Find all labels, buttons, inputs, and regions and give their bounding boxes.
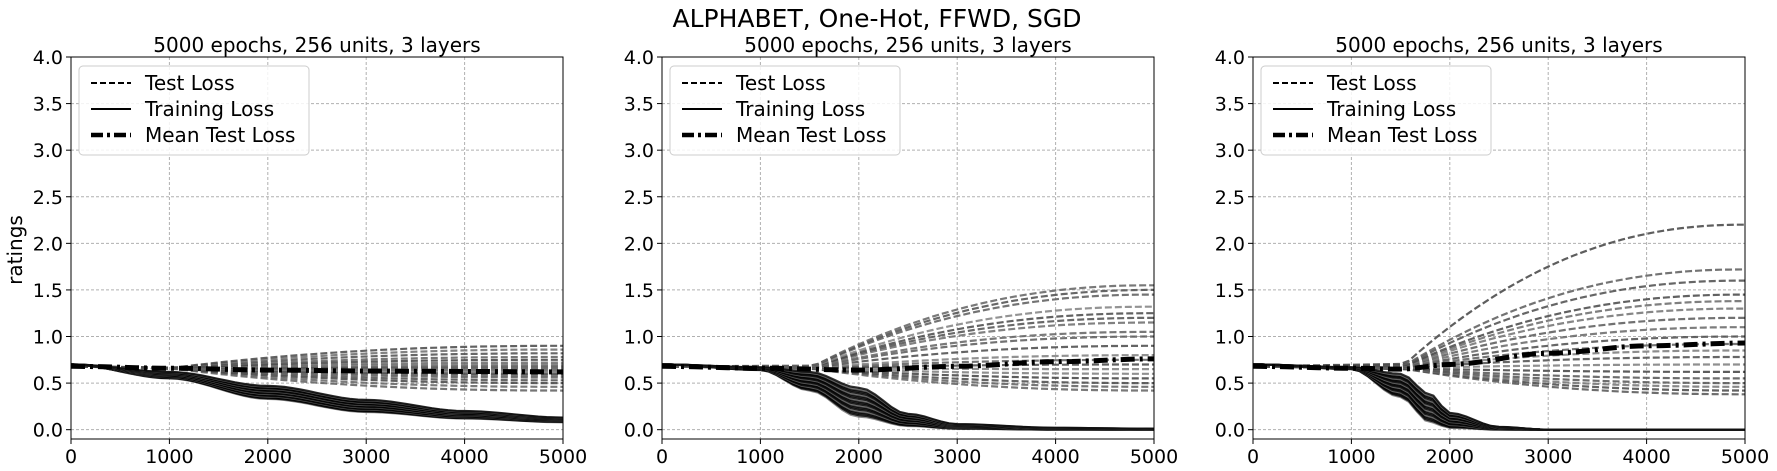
y-tick-label: 4.0 — [624, 47, 654, 69]
y-tick-label: 0.0 — [624, 420, 654, 442]
x-tick-label: 4000 — [440, 446, 488, 468]
test-loss-line — [662, 312, 1154, 368]
plot-area — [662, 284, 1154, 431]
mean-test-loss-line — [1253, 340, 1745, 372]
y-tick-label: 1.0 — [624, 327, 654, 349]
x-tick-label: 5000 — [1721, 446, 1769, 468]
y-tick-label: 2.0 — [1215, 233, 1245, 255]
test-loss-line — [1253, 342, 1745, 369]
legend-label: Test Loss — [735, 71, 826, 95]
panel-2: 5000 epochs, 256 units, 3 layers 0 1000 200… — [624, 33, 1178, 468]
y-tick-label: 4.0 — [33, 47, 63, 69]
legend-label: Mean Test Loss — [736, 123, 886, 147]
y-tick-label: 2.0 — [624, 233, 654, 255]
y-tick-label: 3.0 — [624, 140, 654, 162]
y-tick-label: 2.5 — [33, 187, 63, 209]
y-tick-label: 1.0 — [33, 327, 63, 349]
x-tick-label: 1000 — [736, 446, 784, 468]
y-tick-label: 3.5 — [33, 94, 63, 116]
legend-box — [78, 65, 310, 156]
y-tick-label: 1.0 — [1215, 327, 1245, 349]
y-tick-label: 1.5 — [624, 280, 654, 302]
y-tick-label: 1.5 — [1215, 280, 1245, 302]
panel-1: 5000 epochs, 256 units, 3 layers 0 1000 200… — [33, 33, 587, 468]
x-tick-label: 0 — [65, 446, 77, 468]
y-tick-label: 2.0 — [33, 233, 63, 255]
axes-frame — [70, 56, 564, 440]
y-tick-label: 3.5 — [1215, 94, 1245, 116]
x-tick-label: 2000 — [244, 446, 292, 468]
x-tick-label: 1000 — [1327, 446, 1375, 468]
y-tick-label: 1.5 — [33, 280, 63, 302]
legend-label: Mean Test Loss — [145, 123, 295, 147]
legend-box — [1260, 65, 1492, 156]
y-tick-label: 0.0 — [33, 420, 63, 442]
y-tick-label: 0.0 — [1215, 420, 1245, 442]
x-tick-label: 2000 — [1426, 446, 1474, 468]
test-loss-line — [662, 288, 1154, 368]
y-tick-label: 3.0 — [33, 140, 63, 162]
axes-frame — [1252, 56, 1746, 440]
test-loss-line — [1253, 223, 1745, 368]
legend-label: Test Loss — [1326, 71, 1417, 95]
y-tick-label: 4.0 — [1215, 47, 1245, 69]
legend-label: Training Loss — [144, 97, 274, 121]
panel-title: 5000 epochs, 256 units, 3 layers — [1335, 33, 1662, 57]
mean-test-loss-line — [71, 363, 563, 375]
legend-label: Test Loss — [144, 71, 235, 95]
test-loss-line — [1253, 279, 1745, 368]
y-tick-label: 0.5 — [1215, 373, 1245, 395]
y-tick-label: 0.5 — [624, 373, 654, 395]
y-tick-label: 2.5 — [1215, 187, 1245, 209]
x-tick-label: 0 — [1247, 446, 1259, 468]
y-axis-label: ratings — [3, 215, 27, 285]
ticks: 0 1000 2000 3000 4000 5000 0.0 0.5 1.0 1.5 2.0 2.5 3… — [624, 47, 1178, 468]
x-tick-label: 2000 — [835, 446, 883, 468]
x-tick-label: 0 — [656, 446, 668, 468]
y-tick-label: 3.0 — [1215, 140, 1245, 162]
y-tick-label: 3.5 — [624, 94, 654, 116]
legend-label: Mean Test Loss — [1327, 123, 1477, 147]
x-tick-label: 5000 — [1130, 446, 1178, 468]
x-tick-label: 3000 — [933, 446, 981, 468]
figure-suptitle: ALPHABET, One-Hot, FFWD, SGD — [673, 4, 1082, 33]
legend-label: Training Loss — [1326, 97, 1456, 121]
plot-area — [71, 344, 563, 424]
panels: 5000 epochs, 256 units, 3 layers 0 1000 200… — [33, 33, 1769, 468]
legend-box — [669, 65, 901, 156]
y-tick-label: 2.5 — [624, 187, 654, 209]
panel-3: 5000 epochs, 256 units, 3 layers 0 1000 200… — [1215, 33, 1769, 468]
x-tick-label: 3000 — [1524, 446, 1572, 468]
training-loss-line — [71, 363, 563, 419]
legend-label: Training Loss — [735, 97, 865, 121]
axes-frame — [661, 56, 1155, 440]
ticks: 0 1000 2000 3000 4000 5000 0.0 0.5 1.0 1.5 2.0 2.5 3… — [33, 47, 587, 468]
mean-test-loss-line — [662, 356, 1154, 373]
panel-title: 5000 epochs, 256 units, 3 layers — [153, 33, 480, 57]
plot-area — [1253, 223, 1745, 431]
x-tick-label: 3000 — [342, 446, 390, 468]
ticks: 0 1000 2000 3000 4000 5000 0.0 0.5 1.0 1.5 2.0 2.5 3… — [1215, 47, 1769, 468]
x-tick-label: 1000 — [145, 446, 193, 468]
x-tick-label: 4000 — [1031, 446, 1079, 468]
x-tick-label: 5000 — [539, 446, 587, 468]
test-loss-line — [662, 284, 1154, 368]
panel-title: 5000 epochs, 256 units, 3 layers — [744, 33, 1071, 57]
x-tick-label: 4000 — [1622, 446, 1670, 468]
y-tick-label: 0.5 — [33, 373, 63, 395]
